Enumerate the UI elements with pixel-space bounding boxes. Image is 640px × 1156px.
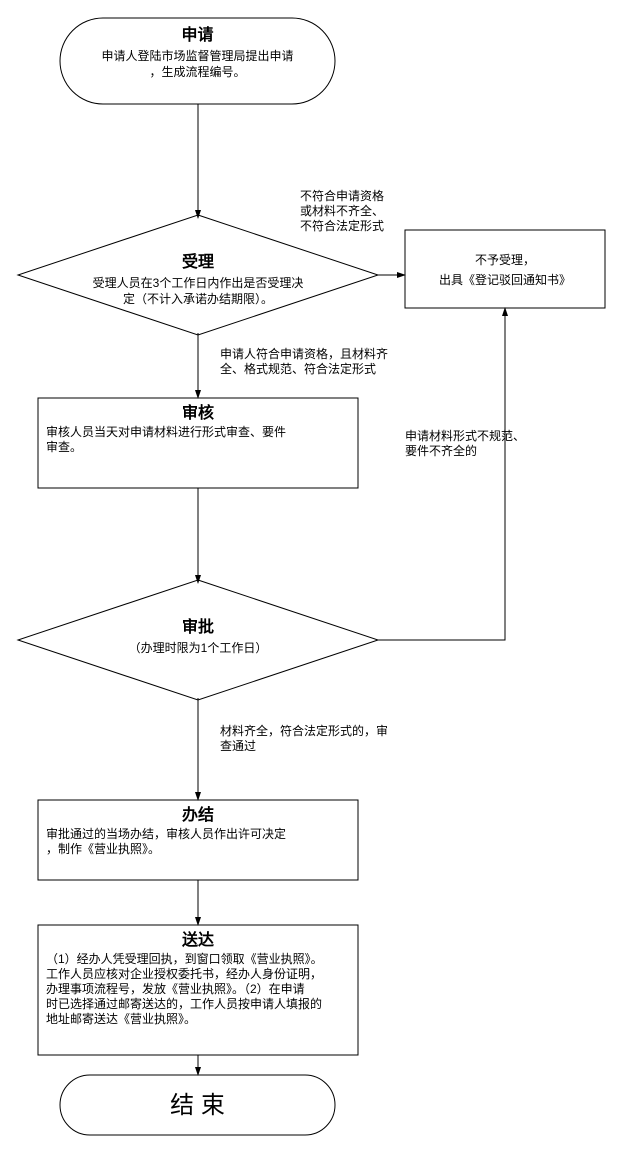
edge-e3-label: 申请人符合申请资格，且材料齐 xyxy=(220,346,388,361)
review-title: 审核 xyxy=(182,403,214,422)
apply-title: 申请 xyxy=(181,25,213,44)
review-body: 审查。 xyxy=(46,439,82,454)
node-complete: 办结审批通过的当场办结，审核人员作出许可决定，制作《营业执照》。 xyxy=(38,800,358,880)
edge-e3: 申请人符合申请资格，且材料齐全、格式规范、符合法定形式 xyxy=(198,333,388,398)
node-apply: 申请申请人登陆市场监督管理局提出申请，生成流程编号。 xyxy=(60,18,335,104)
deliver-body: （1）经办人凭受理回执，到窗口领取《营业执照》。 xyxy=(46,951,323,966)
edge-e2-label: 或材料不齐全、 xyxy=(300,203,384,218)
edge-e5-label: 申请材料形式不规范、 xyxy=(405,428,525,443)
acceptDecision-title: 受理 xyxy=(182,252,214,271)
approveDecision-title: 审批 xyxy=(182,617,214,636)
node-deliver: 送达 （1）经办人凭受理回执，到窗口领取《营业执照》。工作人员应核对企业授权委托书… xyxy=(38,925,358,1055)
end-title: 结 束 xyxy=(170,1092,225,1119)
review-body: 审核人员当天对申请材料进行形式审查、要件 xyxy=(46,424,286,439)
reject-text: 出具《登记驳回通知书》 xyxy=(439,272,571,287)
edge-e6-label: 查通过 xyxy=(220,739,256,753)
edge-e2: 不符合申请资格或材料不齐全、不符合法定形式 xyxy=(300,188,405,275)
edge-e5-label: 要件不齐全的 xyxy=(405,443,477,458)
acceptDecision-body: 定（不计入承诺办结期限）。 xyxy=(123,291,273,306)
edge-e5: 申请材料形式不规范、要件不齐全的 xyxy=(378,308,525,640)
approveDecision-body: （办理时限为1个工作日） xyxy=(129,640,268,655)
edge-e3-label: 全、格式规范、符合法定形式 xyxy=(220,361,376,376)
complete-title: 办结 xyxy=(182,805,214,824)
edge-e6-label: 材料齐全，符合法定形式的，审 xyxy=(220,723,388,738)
node-approveDecision: 审批 （办理时限为1个工作日） xyxy=(18,580,378,700)
node-review: 审核审核人员当天对申请材料进行形式审查、要件审查。 xyxy=(38,398,358,488)
complete-body: 审批通过的当场办结，审核人员作出许可决定 xyxy=(46,826,286,841)
deliver-body: 时已选择通过邮寄送达的，工作人员按申请人填报的 xyxy=(46,996,322,1011)
flowchart-canvas: 申请申请人登陆市场监督管理局提出申请，生成流程编号。受理受理人员在3个工作日内作… xyxy=(0,0,640,1156)
node-acceptDecision: 受理受理人员在3个工作日内作出是否受理决定（不计入承诺办结期限）。 xyxy=(18,215,378,335)
deliver-body: 地址邮寄送达《营业执照》。 xyxy=(46,1011,196,1026)
node-end: 结 束 xyxy=(60,1075,335,1135)
deliver-body: 办理事项流程号，发放《营业执照》。（2）在申请 xyxy=(46,981,305,996)
apply-body: ，生成流程编号。 xyxy=(149,64,245,79)
apply-body: 申请人登陆市场监督管理局提出申请 xyxy=(101,48,293,63)
edge-e2-label: 不符合法定形式 xyxy=(300,218,384,233)
node-reject: 不予受理， 出具《登记驳回通知书》 xyxy=(405,230,605,308)
edge-e2-label: 不符合申请资格 xyxy=(300,188,384,203)
complete-body: ，制作《营业执照》。 xyxy=(46,842,160,856)
edge-e6: 材料齐全，符合法定形式的，审查通过 xyxy=(198,698,388,800)
deliver-title: 送达 xyxy=(181,930,214,949)
deliver-body: 工作人员应核对企业授权委托书，经办人身份证明， xyxy=(46,966,322,981)
reject-text: 不予受理， xyxy=(475,253,535,267)
acceptDecision-body: 受理人员在3个工作日内作出是否受理决 xyxy=(93,276,304,290)
